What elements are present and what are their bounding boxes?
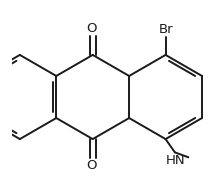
Text: O: O: [86, 22, 97, 35]
Text: O: O: [86, 159, 97, 172]
Text: Br: Br: [158, 23, 173, 36]
Text: HN: HN: [166, 154, 186, 167]
